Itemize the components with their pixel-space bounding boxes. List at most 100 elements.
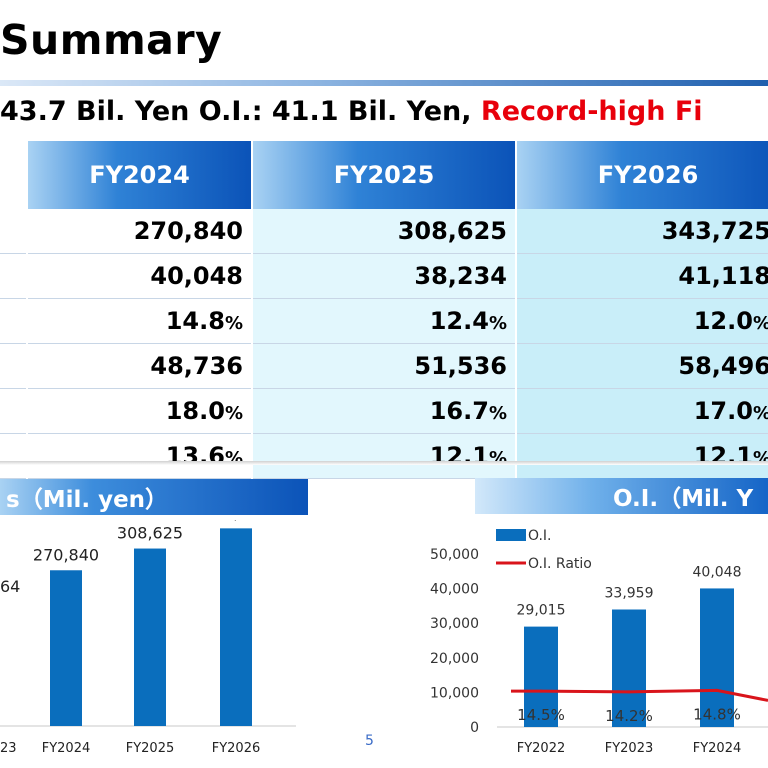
summary-table: FY2024 FY2025 FY2026 270,840 308,625 343,7… [0, 141, 768, 479]
cell-value: 343,725 [661, 217, 768, 245]
table-cell: 17.0% [516, 388, 768, 434]
table-cell: 14.8% [27, 298, 253, 344]
cell-value: 41,118 [678, 262, 768, 290]
column-header: FY2024 [27, 141, 253, 209]
row-label-cell [0, 343, 28, 389]
cell-value: 58,496 [678, 352, 768, 380]
legend-label: O.I. Ratio [528, 556, 592, 572]
legend-label: O.I. [528, 528, 551, 544]
headline: 43.7 Bil. Yen O.I.: 41.1 Bil. Yen, Recor… [0, 96, 703, 127]
cell-value: 17.0 [693, 397, 753, 425]
y-tick-label: 10,000 [430, 685, 479, 701]
ratio-label: 14.8% [693, 705, 741, 723]
ratio-label: 14.2% [605, 707, 653, 725]
column-header: FY2025 [252, 141, 517, 209]
data-label: 40,048 [693, 564, 742, 580]
cell-value: 38,234 [414, 262, 507, 290]
table-cell: 38,234 [252, 253, 517, 299]
cell-unit: % [753, 403, 768, 424]
bar [134, 548, 166, 726]
table-shadow [0, 461, 768, 465]
x-tick-label: FY2024 [42, 741, 91, 756]
cell-value: 12.1 [693, 442, 753, 470]
table-cell: 16.7% [252, 388, 517, 434]
cell-value: 51,536 [414, 352, 507, 380]
cell-unit: % [224, 403, 243, 424]
data-label: 343,725 [203, 520, 269, 522]
cell-value: 12.1 [429, 442, 489, 470]
cell-unit: % [488, 313, 507, 334]
data-label: 33,959 [605, 586, 654, 602]
left-sales-chart: 23 64 FY2024 270,840 FY2025 308,625 FY2026 343,… [0, 520, 296, 756]
bar [612, 609, 646, 727]
table-cell: 308,625 [252, 209, 517, 254]
x-tick-label: FY2025 [126, 741, 175, 756]
cell-unit: % [224, 313, 243, 334]
table-cell: 58,496 [516, 343, 768, 389]
table-cell: 12.1% [252, 433, 517, 479]
x-tick-label: FY2022 [517, 741, 566, 756]
table-cell: 343,725 [516, 209, 768, 254]
cell-value: 12.4 [429, 307, 489, 335]
row-label-cell [0, 388, 28, 434]
data-label: 308,625 [117, 524, 183, 543]
cell-value: 16.7 [429, 397, 489, 425]
cell-value: 14.8 [165, 307, 225, 335]
table-row: 270,840 308,625 343,725 [0, 209, 768, 254]
table-row: 13.6%12.1%12.1% [0, 433, 768, 479]
cell-unit: % [224, 448, 243, 469]
table-row: 48,736 51,536 58,496 [0, 343, 768, 389]
cell-unit: % [488, 403, 507, 424]
y-tick-label: 0 [470, 720, 479, 736]
x-tick-label: FY2024 [693, 741, 742, 756]
y-tick-label: 30,000 [430, 616, 479, 632]
cell-value: 308,625 [397, 217, 507, 245]
data-label: 64 [0, 577, 20, 596]
table-cell: 48,736 [27, 343, 253, 389]
x-tick-label: 23 [0, 741, 17, 756]
x-tick-label: FY2023 [605, 741, 654, 756]
cell-value: 18.0 [165, 397, 225, 425]
table-cell: 41,118 [516, 253, 768, 299]
right-oi-chart: 50,000 40,000 30,000 20,000 10,000 0 O.I. O.I. … [430, 528, 768, 756]
bar [524, 626, 558, 727]
right-chart-heading-text: O.I.（Mil. Y [613, 486, 754, 512]
row-label-cell [0, 253, 28, 299]
table-row: 40,048 38,234 41,118 [0, 253, 768, 299]
ratio-point [539, 689, 543, 693]
table-row: 14.8%12.4%12.0% [0, 298, 768, 344]
ratio-point [627, 690, 631, 694]
ratio-point [715, 688, 719, 692]
title-underline [0, 80, 768, 86]
legend-swatch-bar [496, 529, 526, 541]
data-label: 270,840 [33, 545, 99, 564]
y-tick-label: 50,000 [430, 547, 479, 563]
left-chart-heading: s（Mil. yen） [0, 479, 308, 515]
table-cell: 51,536 [252, 343, 517, 389]
row-label-cell [0, 433, 28, 479]
page-number: 5 [365, 733, 374, 749]
headline-lead: 43.7 Bil. Yen O.I.: 41.1 Bil. Yen, [0, 96, 481, 127]
cell-value: 13.6 [165, 442, 225, 470]
row-label-cell [0, 298, 28, 344]
cell-unit: % [488, 448, 507, 469]
headline-highlight: Record-high Fi [480, 96, 703, 127]
column-header: FY2026 [516, 141, 768, 209]
table-header-row: FY2024 FY2025 FY2026 [0, 141, 768, 209]
cell-value: 48,736 [150, 352, 243, 380]
table-cell: 13.6% [27, 433, 253, 479]
table-cell: 12.1% [516, 433, 768, 479]
cell-value: 12.0 [693, 307, 753, 335]
bar [50, 570, 82, 726]
table-cell: 12.0% [516, 298, 768, 344]
y-tick-label: 40,000 [430, 582, 479, 598]
cell-value: 270,840 [133, 217, 243, 245]
page-title: Summary [0, 16, 223, 64]
cell-unit: % [753, 313, 768, 334]
y-tick-label: 20,000 [430, 651, 479, 667]
table-corner [0, 141, 28, 209]
row-label-cell [0, 209, 28, 254]
bar [700, 588, 734, 727]
table-cell: 270,840 [27, 209, 253, 254]
ratio-label: 14.5% [517, 706, 565, 724]
